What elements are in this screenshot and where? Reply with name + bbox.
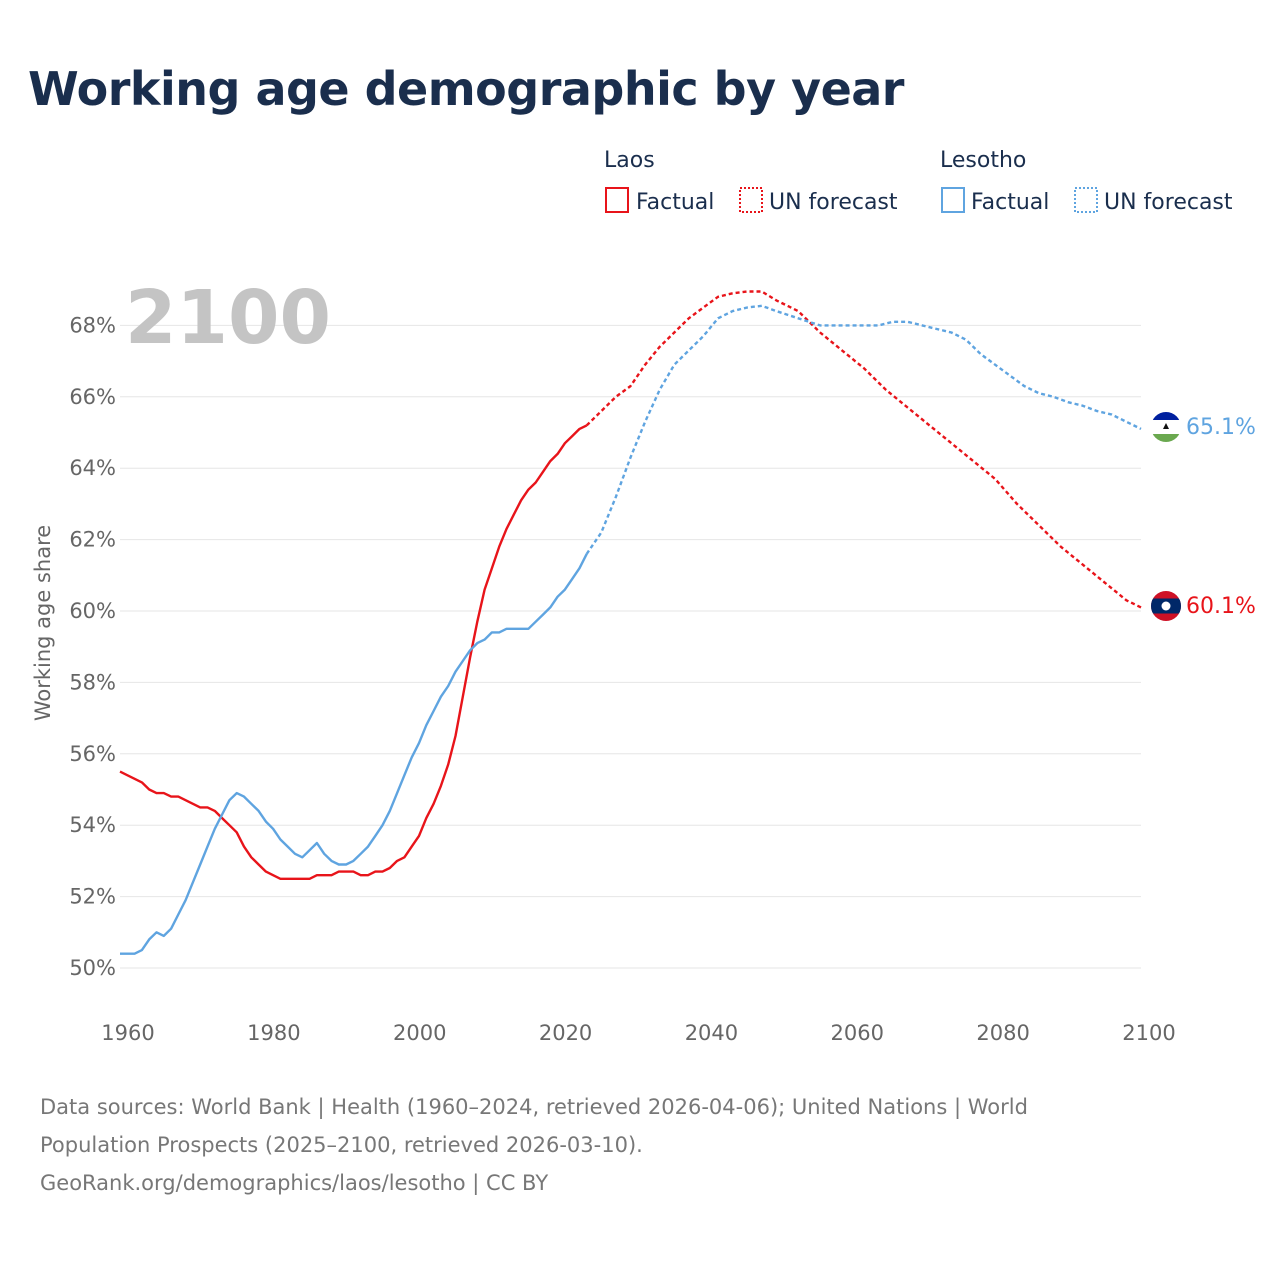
- legend-label-lesotho-factual: Factual: [971, 190, 1049, 215]
- y-axis-label: Working age share: [31, 525, 55, 721]
- y-tick-label: 58%: [69, 670, 116, 694]
- lesotho-forecast-line: [585, 304, 1142, 555]
- legend-title-laos: Laos: [604, 148, 655, 173]
- x-axis-ticks: 1960 1980 2000 2020 2040 2060 2080 2100: [101, 1021, 1175, 1045]
- x-tick-label: 1960: [101, 1021, 154, 1045]
- y-tick-label: 62%: [69, 528, 116, 552]
- legend-label-lesotho-forecast: UN forecast: [1104, 190, 1233, 215]
- legend: Laos Factual UN forecast Lesotho Factual…: [604, 148, 1233, 215]
- x-tick-label: 2080: [976, 1021, 1029, 1045]
- end-label-lesotho: 65.1%: [1186, 415, 1256, 440]
- x-tick-label: 2000: [393, 1021, 446, 1045]
- line-chart: Laos Factual UN forecast Lesotho Factual…: [31, 148, 1256, 1045]
- series-lines: [119, 290, 1142, 955]
- laos-forecast-line: [585, 290, 1142, 609]
- footer-line-3: GeoRank.org/demographics/laos/lesotho | …: [40, 1171, 549, 1195]
- legend-swatch-lesotho-factual: [941, 187, 965, 213]
- y-axis-ticks: 50% 52% 54% 56% 58% 60% 62% 64% 66% 68%: [69, 313, 116, 980]
- y-tick-label: 52%: [69, 885, 116, 909]
- y-tick-label: 68%: [69, 313, 116, 337]
- y-tick-label: 60%: [69, 599, 116, 623]
- y-tick-label: 56%: [69, 742, 116, 766]
- x-tick-label: 2060: [831, 1021, 884, 1045]
- current-year-watermark: 2100: [125, 275, 331, 361]
- footer-sources: Data sources: World Bank | Health (1960–…: [40, 1088, 1220, 1202]
- x-tick-label: 1980: [247, 1021, 300, 1045]
- end-label-laos: 60.1%: [1186, 594, 1256, 619]
- x-tick-label: 2040: [685, 1021, 738, 1045]
- lesotho-factual-line: [120, 553, 588, 955]
- laos-flag: [1151, 591, 1181, 621]
- legend-swatch-laos-forecast: [739, 187, 763, 213]
- laos-factual-line: [119, 424, 588, 880]
- legend-swatch-laos-factual: [605, 187, 629, 213]
- legend-label-laos-forecast: UN forecast: [769, 190, 898, 215]
- grid-lines: [120, 324, 1141, 969]
- x-tick-label: 2020: [539, 1021, 592, 1045]
- legend-label-laos-factual: Factual: [636, 190, 714, 215]
- chart-title: Working age demographic by year: [28, 62, 905, 116]
- y-tick-label: 54%: [69, 813, 116, 837]
- y-tick-label: 66%: [69, 385, 116, 409]
- y-tick-label: 50%: [69, 956, 116, 980]
- footer-line-2: Population Prospects (2025–2100, retriev…: [40, 1133, 643, 1157]
- y-tick-label: 64%: [69, 456, 116, 480]
- legend-title-lesotho: Lesotho: [940, 148, 1026, 173]
- legend-swatch-lesotho-forecast: [1074, 187, 1098, 213]
- lesotho-flag: [1151, 412, 1181, 442]
- x-tick-label: 2100: [1122, 1021, 1175, 1045]
- footer-line-1: Data sources: World Bank | Health (1960–…: [40, 1095, 1028, 1119]
